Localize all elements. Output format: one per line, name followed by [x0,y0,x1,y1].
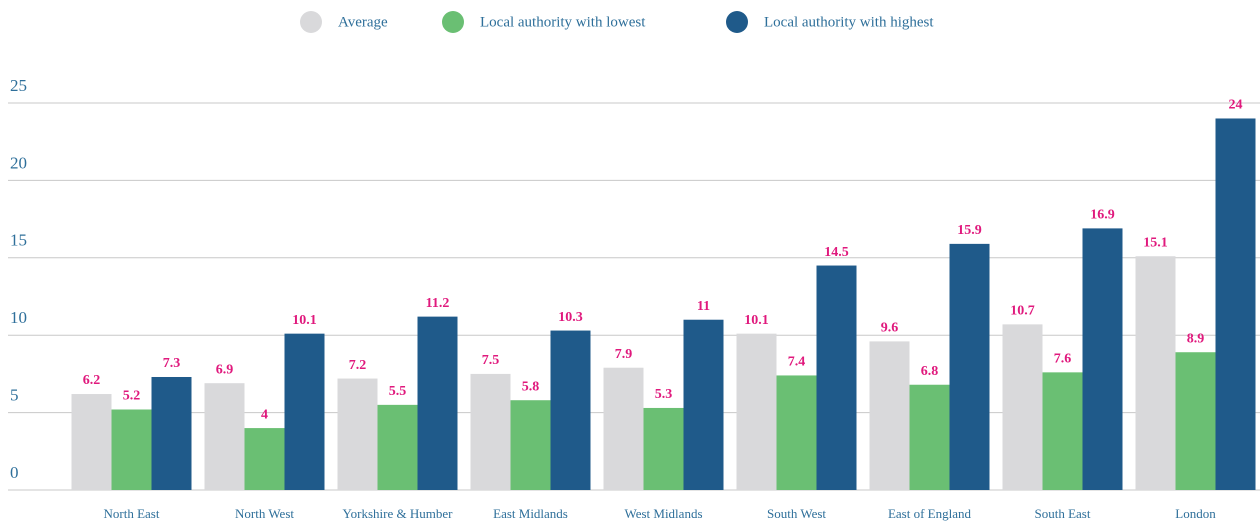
bar [736,333,777,490]
bar [1082,228,1123,490]
value-label: 11 [697,299,710,314]
bar [1175,352,1216,490]
legend-label: Local authority with lowest [480,14,646,30]
value-label: 5.5 [389,384,407,399]
value-label: 24 [1229,98,1243,113]
y-tick-label: 20 [10,153,27,172]
bar [776,375,817,490]
bar [111,409,152,490]
bar [816,265,857,490]
bar [1135,256,1176,490]
bar [377,404,418,490]
x-tick-label: South West [767,506,826,521]
y-tick-label: 0 [10,463,19,482]
bar [1002,324,1043,490]
value-label: 4 [261,407,268,422]
value-label: 7.3 [163,356,181,371]
value-label: 7.5 [482,353,500,368]
bar [71,394,112,490]
legend-label: Local authority with highest [764,14,934,30]
bar [643,407,684,490]
bar [869,341,910,490]
bar [1042,372,1083,490]
bar [1215,118,1256,490]
y-tick-label: 10 [10,308,27,327]
legend-swatch [300,11,322,33]
value-label: 16.9 [1090,208,1115,223]
value-label: 8.9 [1187,331,1205,346]
x-tick-label: London [1175,506,1216,521]
bar [510,400,551,490]
y-tick-label: 25 [10,76,27,95]
legend-swatch [726,11,748,33]
bar [284,333,325,490]
bar [337,378,378,490]
value-label: 5.2 [123,389,141,404]
x-tick-label: East of England [888,506,972,521]
value-label: 7.2 [349,358,367,373]
legend-label: Average [338,14,388,30]
value-label: 5.3 [655,387,673,402]
value-label: 15.9 [957,223,982,238]
bar [470,373,511,490]
value-label: 10.1 [744,313,769,328]
value-label: 7.9 [615,347,633,362]
bar [151,376,192,490]
x-tick-label: West Midlands [624,506,702,521]
bar [417,316,458,490]
bar [683,319,724,490]
value-label: 9.6 [881,321,899,336]
value-label: 14.5 [824,245,849,260]
legend-swatch [442,11,464,33]
bar [204,383,245,490]
bar [909,384,950,490]
value-label: 7.6 [1054,352,1072,367]
bar [244,428,285,490]
value-label: 6.9 [216,362,234,377]
value-label: 10.1 [292,313,317,328]
y-tick-label: 5 [10,386,19,405]
x-tick-label: North East [104,506,160,521]
value-label: 15.1 [1143,235,1168,250]
bar [603,367,644,490]
value-label: 6.2 [83,373,101,388]
x-tick-label: East Midlands [493,506,568,521]
x-tick-label: South East [1035,506,1091,521]
value-label: 10.3 [558,310,583,325]
x-tick-label: North West [235,506,294,521]
bar [949,243,990,490]
value-label: 5.8 [522,379,540,394]
value-label: 11.2 [426,296,450,311]
value-label: 6.8 [921,364,939,379]
value-label: 10.7 [1010,304,1035,319]
y-tick-label: 15 [10,231,27,250]
bar [550,330,591,490]
x-tick-label: Yorkshire & Humber [343,506,454,521]
value-label: 7.4 [788,355,806,370]
